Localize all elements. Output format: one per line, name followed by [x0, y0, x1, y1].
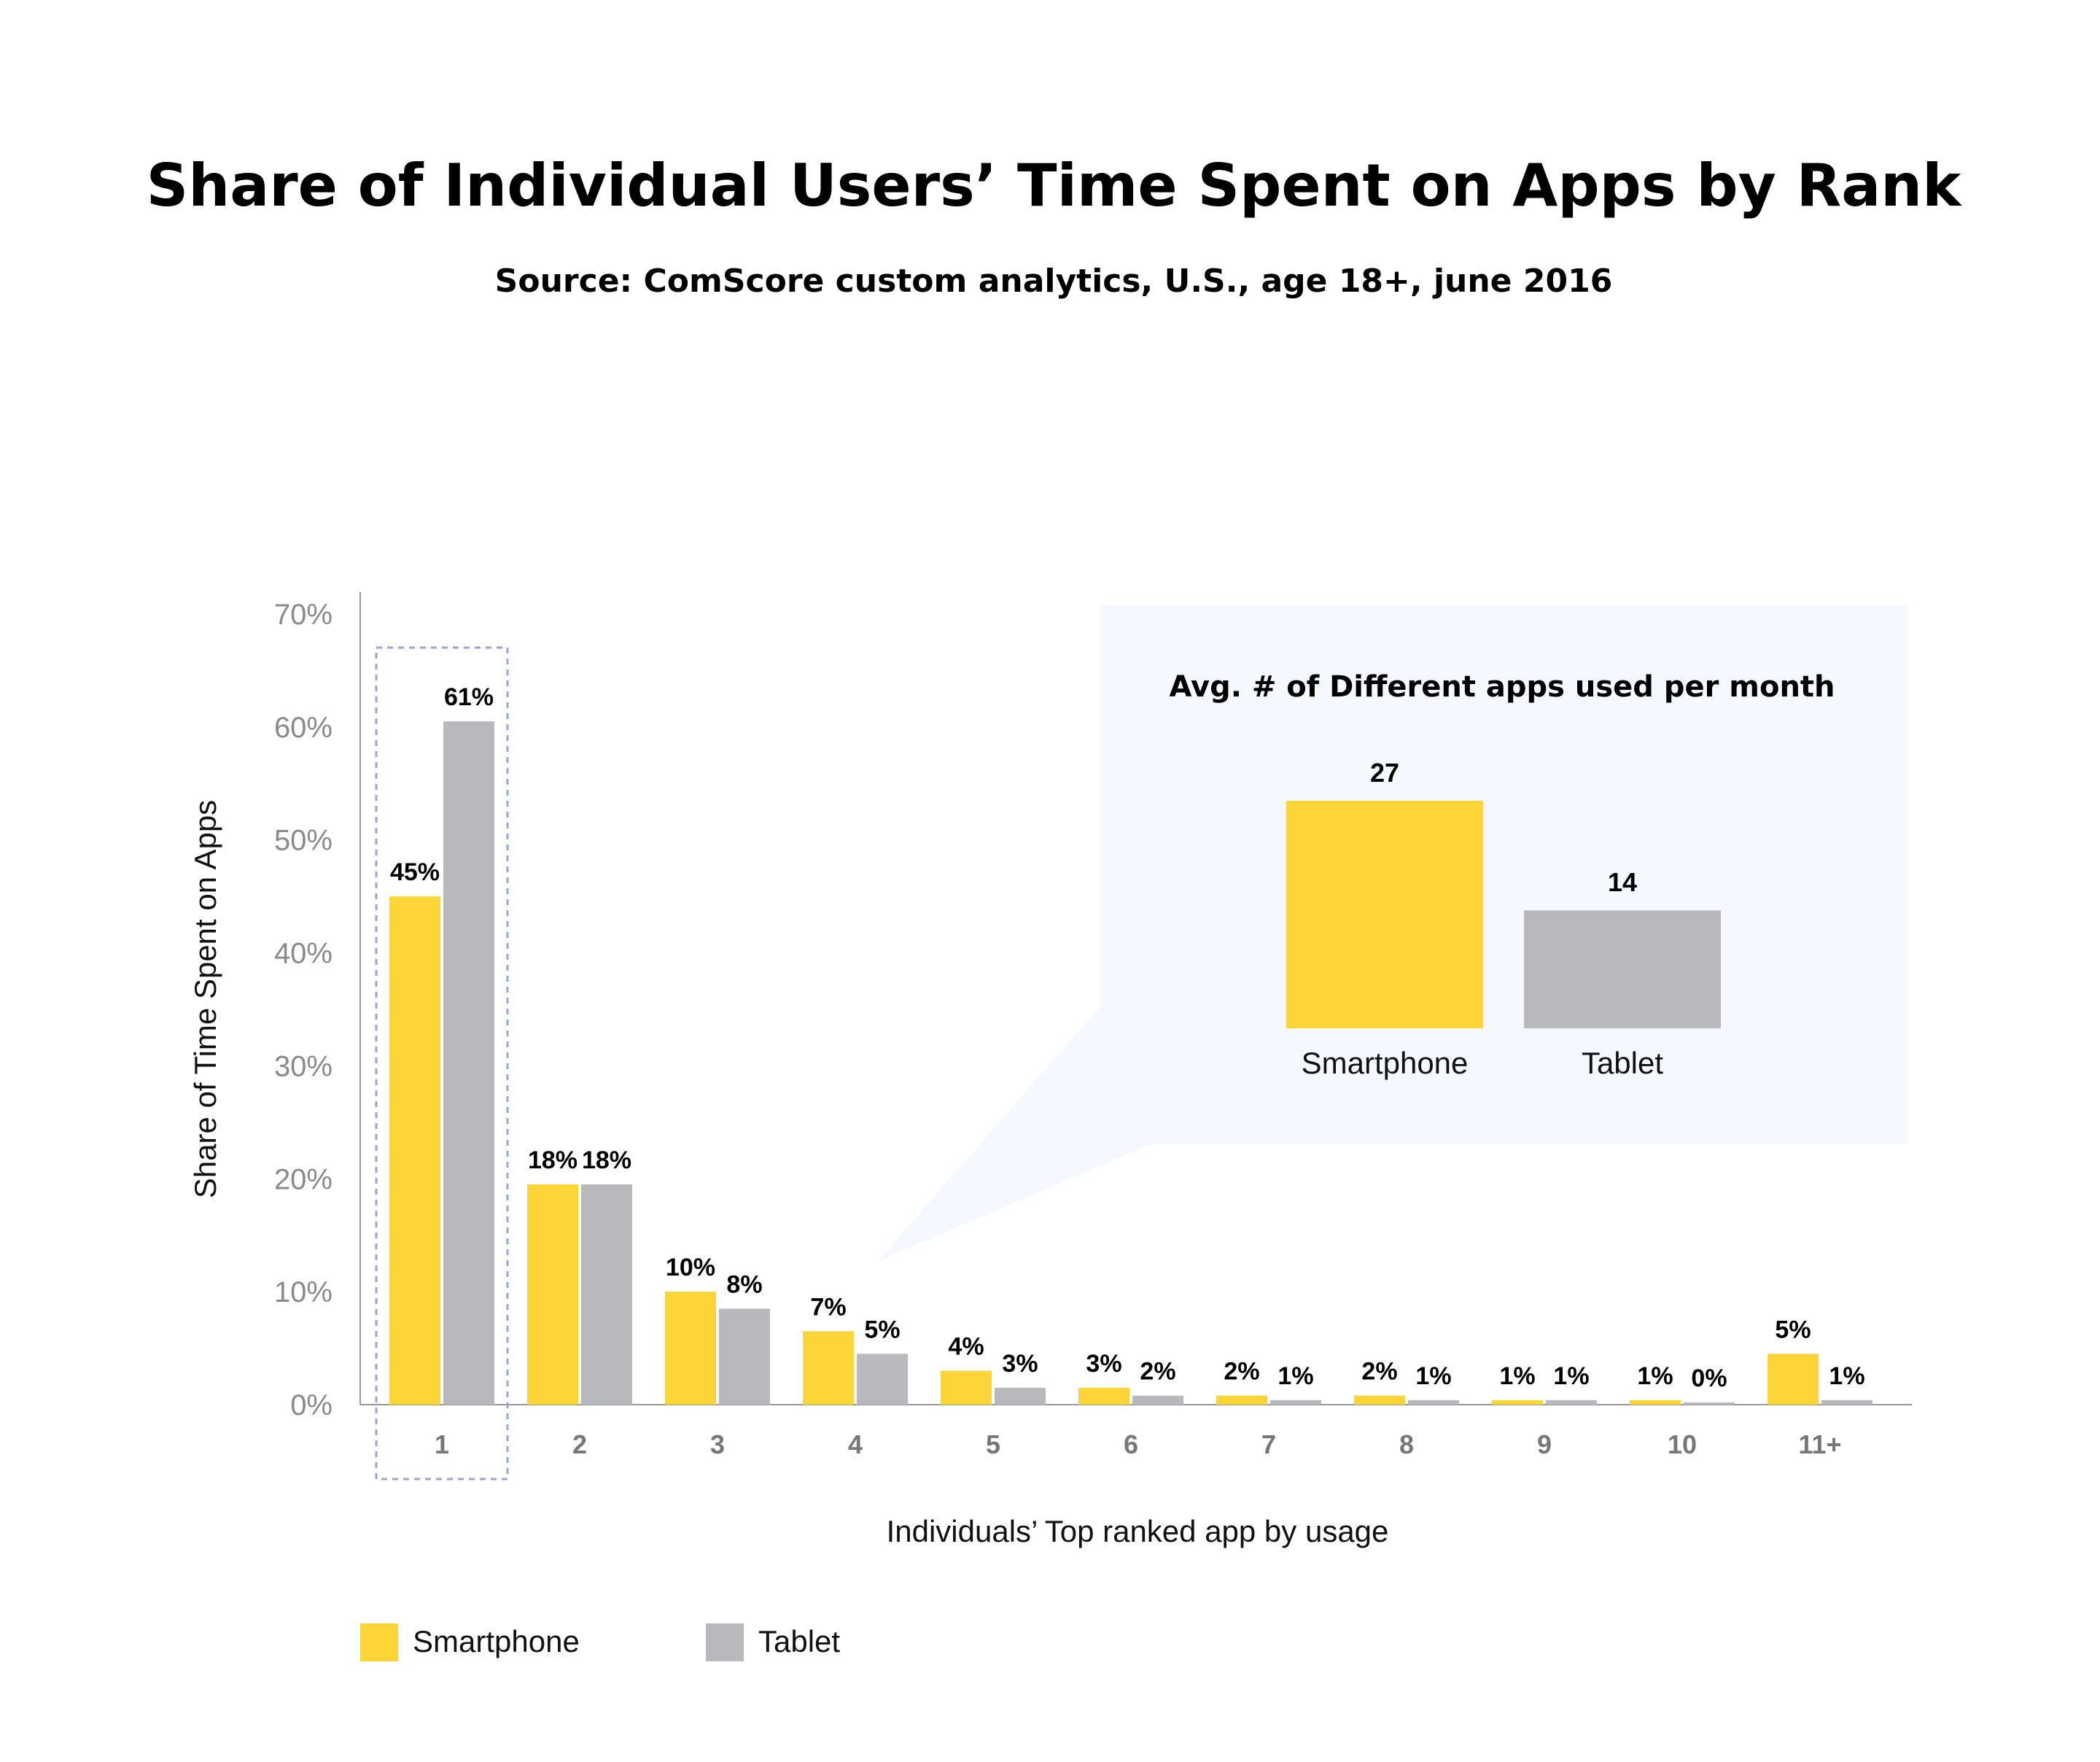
value-label: 1%	[1553, 1362, 1589, 1390]
value-label: 61%	[444, 683, 494, 711]
x-tick-label: 1	[435, 1429, 449, 1459]
value-label: 0%	[1691, 1365, 1727, 1392]
chart-subtitle: Source: ComScore custom analytics, U.S.,…	[495, 263, 1613, 300]
x-tick-label: 2	[572, 1429, 587, 1459]
chart-title: Share of Individual Users’ Time Spent on…	[147, 152, 1962, 220]
inset-category-label: Smartphone	[1302, 1046, 1469, 1080]
inset-chart: Avg. # of Different apps used per month 2…	[1169, 670, 1835, 1080]
x-tick-label: 8	[1399, 1429, 1414, 1459]
value-label: 3%	[1086, 1350, 1121, 1378]
bar-smartphone-9	[1492, 1400, 1543, 1405]
highlight-box	[375, 646, 509, 1480]
bar-smartphone-7	[1216, 1395, 1267, 1405]
x-tick-label: 11+	[1798, 1429, 1841, 1459]
bar-smartphone-8	[1354, 1395, 1405, 1405]
legend-label-smartphone: Smartphone	[413, 1624, 580, 1658]
value-label: 45%	[390, 858, 440, 886]
legend-swatch-tablet	[706, 1623, 744, 1661]
main-chart: 0%10%20%30%40%50%60%70%45%61%118% 18%210%…	[274, 592, 1912, 1480]
inset-category-label: Tablet	[1582, 1046, 1663, 1080]
bar-tablet-3	[719, 1308, 770, 1405]
y-tick-label: 40%	[274, 938, 332, 970]
value-label: 3%	[1002, 1350, 1038, 1378]
y-tick-label: 30%	[274, 1050, 332, 1082]
value-label: 2%	[1140, 1358, 1175, 1386]
y-tick-label: 20%	[274, 1163, 332, 1195]
value-label: 4%	[948, 1333, 984, 1361]
inset-value-label: 27	[1370, 758, 1399, 788]
x-tick-label: 3	[710, 1429, 725, 1459]
bar-smartphone-6	[1078, 1387, 1129, 1405]
value-label: 1%	[1829, 1362, 1864, 1390]
bar-tablet-8	[1408, 1400, 1459, 1405]
bar-tablet-10	[1684, 1402, 1735, 1405]
x-tick-label: 7	[1261, 1429, 1276, 1459]
bar-tablet-9	[1546, 1400, 1597, 1405]
value-label: 7%	[810, 1293, 846, 1321]
inset-bar-tablet	[1524, 910, 1721, 1028]
bar-smartphone-4	[803, 1331, 854, 1405]
legend-swatch-smartphone	[360, 1623, 398, 1661]
legend: Smartphone Tablet	[360, 1623, 840, 1661]
bar-tablet-1	[443, 721, 494, 1405]
value-label: 18%	[582, 1146, 631, 1174]
bar-tablet-5	[995, 1387, 1046, 1405]
value-label: 5%	[1775, 1316, 1811, 1343]
bar-tablet-2	[581, 1184, 632, 1405]
x-axis-label: Individuals’ Top ranked app by usage	[887, 1514, 1389, 1548]
y-tick-label: 70%	[274, 599, 332, 631]
y-tick-label: 60%	[274, 712, 332, 744]
y-axis-label: Share of Time Spent on Apps	[188, 800, 222, 1198]
y-tick-label: 0%	[290, 1389, 332, 1421]
y-tick-label: 10%	[274, 1276, 332, 1308]
bar-tablet-7	[1270, 1400, 1321, 1405]
legend-label-tablet: Tablet	[758, 1624, 840, 1658]
bar-tablet-11+	[1821, 1400, 1872, 1405]
value-label: 5%	[864, 1316, 900, 1343]
inset-panel	[1100, 605, 1908, 1144]
bar-smartphone-3	[665, 1292, 716, 1405]
value-label: 1%	[1278, 1362, 1313, 1390]
x-tick-label: 4	[848, 1429, 863, 1459]
value-label: 2%	[1224, 1358, 1259, 1386]
x-tick-label: 6	[1124, 1429, 1138, 1459]
value-label: 8%	[726, 1270, 762, 1298]
value-label: 18%	[528, 1146, 578, 1174]
value-label: 1%	[1415, 1362, 1451, 1390]
bar-tablet-6	[1132, 1395, 1183, 1405]
callout-pointer	[877, 1006, 1152, 1262]
x-tick-label: 5	[986, 1429, 1000, 1459]
inset-callout	[877, 605, 1908, 1262]
bar-smartphone-11+	[1768, 1354, 1819, 1405]
bar-tablet-4	[857, 1354, 908, 1405]
bar-smartphone-2	[527, 1184, 578, 1405]
value-label: 1%	[1637, 1362, 1673, 1390]
x-tick-label: 9	[1537, 1429, 1552, 1459]
value-label: 10%	[666, 1254, 715, 1281]
bar-smartphone-10	[1630, 1400, 1681, 1405]
inset-value-label: 14	[1608, 867, 1637, 897]
inset-bar-smartphone	[1286, 801, 1483, 1028]
value-label: 1%	[1499, 1362, 1535, 1390]
bar-smartphone-1	[389, 896, 440, 1405]
y-tick-label: 50%	[274, 825, 332, 857]
bar-smartphone-5	[941, 1370, 992, 1405]
inset-title: Avg. # of Different apps used per month	[1169, 670, 1835, 704]
x-tick-label: 10	[1668, 1429, 1697, 1459]
value-label: 2%	[1361, 1358, 1397, 1386]
